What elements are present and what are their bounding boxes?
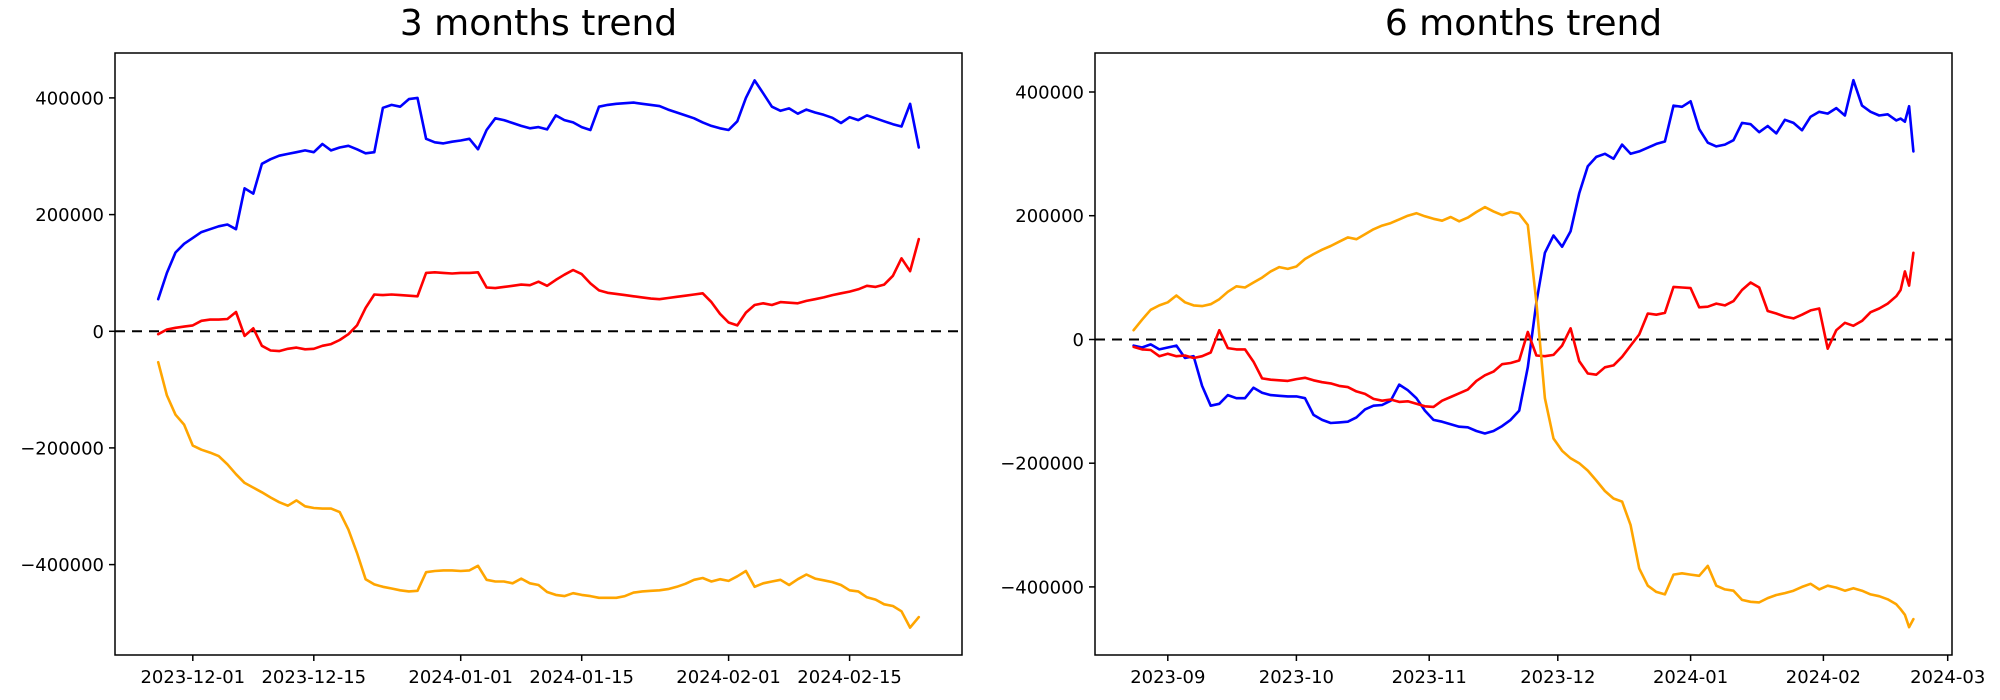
- y-tick-label: 400000: [35, 88, 104, 109]
- x-tick-label: 2023-11: [1392, 667, 1467, 688]
- red-series-line: [156, 237, 921, 353]
- y-tick-label: 200000: [35, 205, 104, 226]
- red-series-line: [1132, 251, 1915, 409]
- orange-series-line: [1132, 205, 1915, 629]
- x-tick-label: 2023-12-01: [140, 667, 245, 688]
- chart-svg-3-months: 400000 200000 0 −200000 −400000 2023-12-01 202…: [20, 52, 963, 688]
- x-tick-label: 2024-01-15: [529, 667, 634, 688]
- x-tick-label: 2023-12: [1520, 667, 1595, 688]
- y-tick-label: −200000: [1000, 454, 1084, 475]
- chart-svg-6-months: 400000 200000 0 −200000 −400000 2023-09 2023-1…: [1000, 52, 1985, 688]
- chart-title-3-months: 3 months trend: [399, 3, 678, 44]
- chart-3-months-trend: 3 months trend 400000 200000 0 −200000 −4000…: [20, 3, 963, 688]
- orange-series-line: [156, 360, 921, 629]
- x-tick-label: 2024-03: [1910, 667, 1985, 688]
- axes-spines: [1094, 52, 1953, 656]
- x-tick-label: 2023-12-15: [261, 667, 366, 688]
- blue-series-line: [1132, 78, 1915, 435]
- x-tick-label: 2024-02: [1786, 667, 1861, 688]
- chart-title-6-months: 6 months trend: [1384, 3, 1663, 44]
- y-tick-label: 0: [93, 322, 104, 343]
- x-tick-label: 2024-02-01: [676, 667, 781, 688]
- blue-series-line: [156, 79, 921, 301]
- x-tick-label: 2023-10: [1259, 667, 1334, 688]
- y-tick-label: 0: [1073, 330, 1084, 351]
- y-tick-label: 400000: [1015, 82, 1084, 103]
- x-tick-label: 2024-02-15: [797, 667, 902, 688]
- y-tick-label: −200000: [20, 438, 104, 459]
- y-tick-label: −400000: [1000, 577, 1084, 598]
- y-tick-label: 200000: [1015, 206, 1084, 227]
- y-tick-label: −400000: [20, 555, 104, 576]
- x-tick-label: 2023-09: [1130, 667, 1205, 688]
- chart-6-months-trend: 6 months trend 400000 200000 0 −200000 −4000…: [1000, 0, 2000, 700]
- x-tick-label: 2024-01: [1653, 667, 1728, 688]
- x-tick-label: 2024-01-01: [408, 667, 513, 688]
- axes-spines: [114, 52, 963, 656]
